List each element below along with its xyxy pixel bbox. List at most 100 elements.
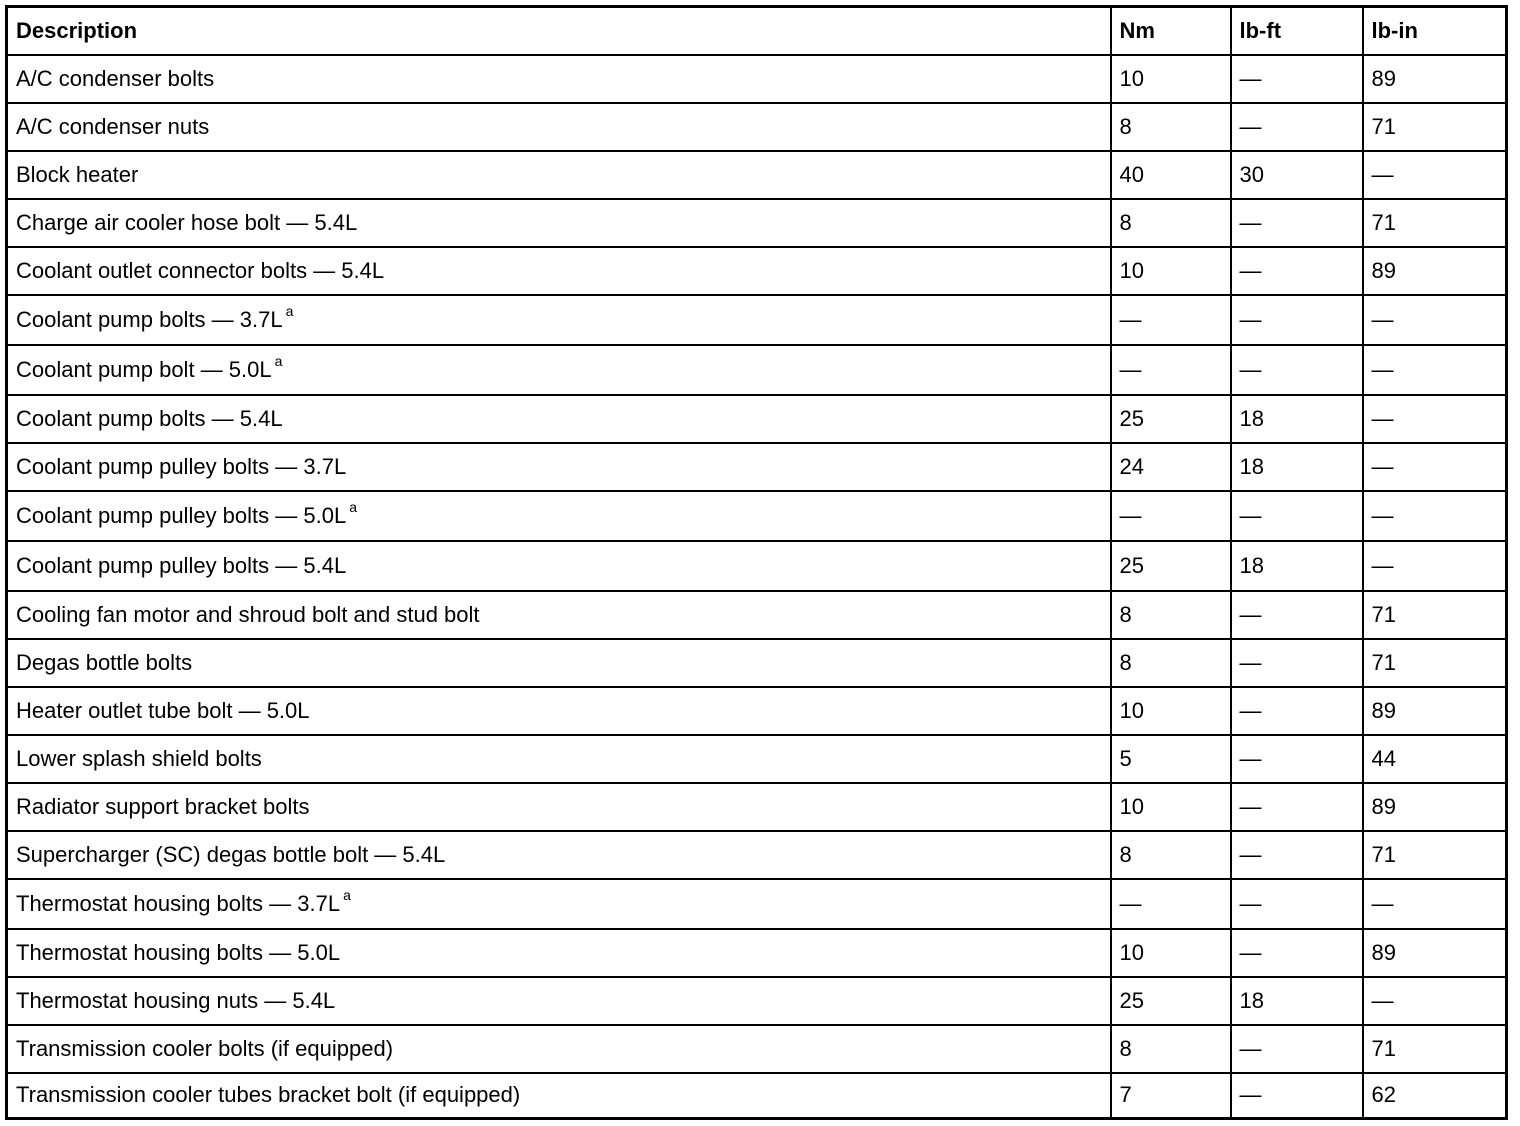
cell-nm: 10 xyxy=(1109,781,1232,832)
description-text: Thermostat housing bolts — 3.7L xyxy=(16,890,341,916)
cell-nm: — xyxy=(1109,489,1232,542)
description-text: Block heater xyxy=(16,161,139,187)
description-text: Coolant pump pulley bolts — 5.4L xyxy=(16,552,347,578)
cell-lb-ft: — xyxy=(1229,343,1364,396)
table-row: Thermostat housing bolts — 3.7L a — — — xyxy=(5,877,1508,930)
cell-lb-in: 71 xyxy=(1361,829,1508,880)
cell-description: Heater outlet tube bolt — 5.0L xyxy=(5,685,1112,736)
cell-description: Cooling fan motor and shroud bolt and st… xyxy=(5,589,1112,640)
cell-nm: 10 xyxy=(1109,927,1232,978)
description-text: Cooling fan motor and shroud bolt and st… xyxy=(16,601,480,627)
table-row: Thermostat housing nuts — 5.4L 25 18— xyxy=(5,975,1508,1026)
footnote-marker: a xyxy=(274,352,283,369)
cell-lb-in: 89 xyxy=(1361,927,1508,978)
cell-lb-in: 89 xyxy=(1361,781,1508,832)
table-row: Charge air cooler hose bolt — 5.4L 8—71 xyxy=(5,197,1508,248)
cell-nm: 10 xyxy=(1109,685,1232,736)
cell-lb-in: — xyxy=(1361,877,1508,930)
cell-nm: 8 xyxy=(1109,829,1232,880)
description-text: Supercharger (SC) degas bottle bolt — 5.… xyxy=(16,841,446,867)
footnote-marker: a xyxy=(349,498,357,515)
header-nm: Nm xyxy=(1109,5,1232,56)
cell-description: Thermostat housing nuts — 5.4L xyxy=(5,975,1112,1026)
cell-lb-in: — xyxy=(1361,149,1508,200)
table-row: Coolant outlet connector bolts — 5.4L 10—… xyxy=(5,245,1508,296)
cell-description: Coolant pump bolts — 5.4L xyxy=(5,393,1112,444)
cell-lb-in: 89 xyxy=(1361,685,1508,736)
cell-lb-in: — xyxy=(1361,975,1508,1026)
cell-nm: 25 xyxy=(1109,539,1232,592)
cell-lb-in: 71 xyxy=(1361,589,1508,640)
cell-lb-ft: 30 xyxy=(1229,149,1364,200)
cell-lb-ft: — xyxy=(1229,927,1364,978)
table-row: Heater outlet tube bolt — 5.0L 10—89 xyxy=(5,685,1508,736)
cell-lb-in: — xyxy=(1361,489,1508,542)
footnote-marker: a xyxy=(343,886,351,903)
cell-lb-in: 71 xyxy=(1361,637,1508,688)
cell-nm: — xyxy=(1109,293,1232,346)
cell-lb-ft: 18 xyxy=(1229,975,1364,1026)
cell-description: Degas bottle bolts xyxy=(5,637,1112,688)
table-row: Coolant pump bolts — 5.4L 25 18— xyxy=(5,393,1508,444)
cell-description: Coolant pump bolts — 3.7L a xyxy=(5,293,1112,346)
cell-description: Coolant pump bolt — 5.0L a xyxy=(5,343,1112,396)
description-text: Coolant outlet connector bolts — 5.4L xyxy=(16,257,385,283)
cell-description: Charge air cooler hose bolt — 5.4L xyxy=(5,197,1112,248)
description-text: A/C condenser nuts xyxy=(16,113,210,139)
cell-nm: 5 xyxy=(1109,733,1232,784)
cell-description: A/C condenser bolts xyxy=(5,53,1112,104)
cell-lb-in: — xyxy=(1361,393,1508,444)
table-row: Supercharger (SC) degas bottle bolt — 5.… xyxy=(5,829,1508,880)
cell-description: Coolant pump pulley bolts — 3.7L xyxy=(5,441,1112,492)
description-text: Radiator support bracket bolts xyxy=(16,793,310,819)
cell-nm: 25 xyxy=(1109,393,1232,444)
description-text: Charge air cooler hose bolt — 5.4L xyxy=(16,209,358,235)
cell-lb-ft: — xyxy=(1229,1023,1364,1074)
cell-nm: — xyxy=(1109,877,1232,930)
cell-lb-in: 89 xyxy=(1361,53,1508,104)
table-row: Transmission cooler bolts (if equipped) 8… xyxy=(5,1023,1508,1074)
header-description: Description xyxy=(5,5,1112,56)
cell-nm: 8 xyxy=(1109,1023,1232,1074)
description-text: Thermostat housing bolts — 5.0L xyxy=(16,939,341,965)
cell-description: A/C condenser nuts xyxy=(5,101,1112,152)
cell-lb-in: 62 xyxy=(1361,1071,1508,1120)
cell-lb-ft: — xyxy=(1229,685,1364,736)
cell-nm: 8 xyxy=(1109,197,1232,248)
cell-description: Coolant pump pulley bolts — 5.0L a xyxy=(5,489,1112,542)
cell-description: Coolant outlet connector bolts — 5.4L xyxy=(5,245,1112,296)
cell-lb-ft: — xyxy=(1229,733,1364,784)
torque-specifications-table: Description Nm lb-ft lb-in A/C condenser… xyxy=(5,5,1508,1120)
cell-lb-ft: 18 xyxy=(1229,539,1364,592)
cell-description: Block heater xyxy=(5,149,1112,200)
cell-nm: 8 xyxy=(1109,589,1232,640)
table-row: Coolant pump pulley bolts — 5.0L a — — — xyxy=(5,489,1508,542)
table-row: Cooling fan motor and shroud bolt and st… xyxy=(5,589,1508,640)
cell-nm: 10 xyxy=(1109,53,1232,104)
cell-nm: 24 xyxy=(1109,441,1232,492)
cell-lb-in: — xyxy=(1361,539,1508,592)
cell-lb-ft: — xyxy=(1229,101,1364,152)
cell-description: Supercharger (SC) degas bottle bolt — 5.… xyxy=(5,829,1112,880)
description-text: Lower splash shield bolts xyxy=(16,745,262,771)
table-row: Coolant pump bolts — 3.7L a — — — xyxy=(5,293,1508,346)
cell-lb-ft: — xyxy=(1229,1071,1364,1120)
description-text: Coolant pump pulley bolts — 5.0L xyxy=(16,502,347,528)
description-text: Coolant pump pulley bolts — 3.7L xyxy=(16,453,347,479)
cell-lb-ft: — xyxy=(1229,637,1364,688)
header-row: Description Nm lb-ft lb-in xyxy=(5,5,1508,56)
table-row: A/C condenser nuts 8—71 xyxy=(5,101,1508,152)
cell-description: Thermostat housing bolts — 5.0L xyxy=(5,927,1112,978)
cell-lb-in: — xyxy=(1361,343,1508,396)
footnote-marker: a xyxy=(285,302,294,319)
cell-lb-ft: 18 xyxy=(1229,441,1364,492)
table-row: Coolant pump bolt — 5.0L a — — — xyxy=(5,343,1508,396)
cell-nm: 10 xyxy=(1109,245,1232,296)
table-row: Thermostat housing bolts — 5.0L 10—89 xyxy=(5,927,1508,978)
cell-nm: 7 xyxy=(1109,1071,1232,1120)
cell-nm: 8 xyxy=(1109,101,1232,152)
table-row: A/C condenser bolts 10—89 xyxy=(5,53,1508,104)
cell-description: Transmission cooler bolts (if equipped) xyxy=(5,1023,1112,1074)
description-text: Transmission cooler tubes bracket bolt (… xyxy=(16,1082,521,1108)
description-text: Coolant pump bolt — 5.0L xyxy=(16,356,272,382)
